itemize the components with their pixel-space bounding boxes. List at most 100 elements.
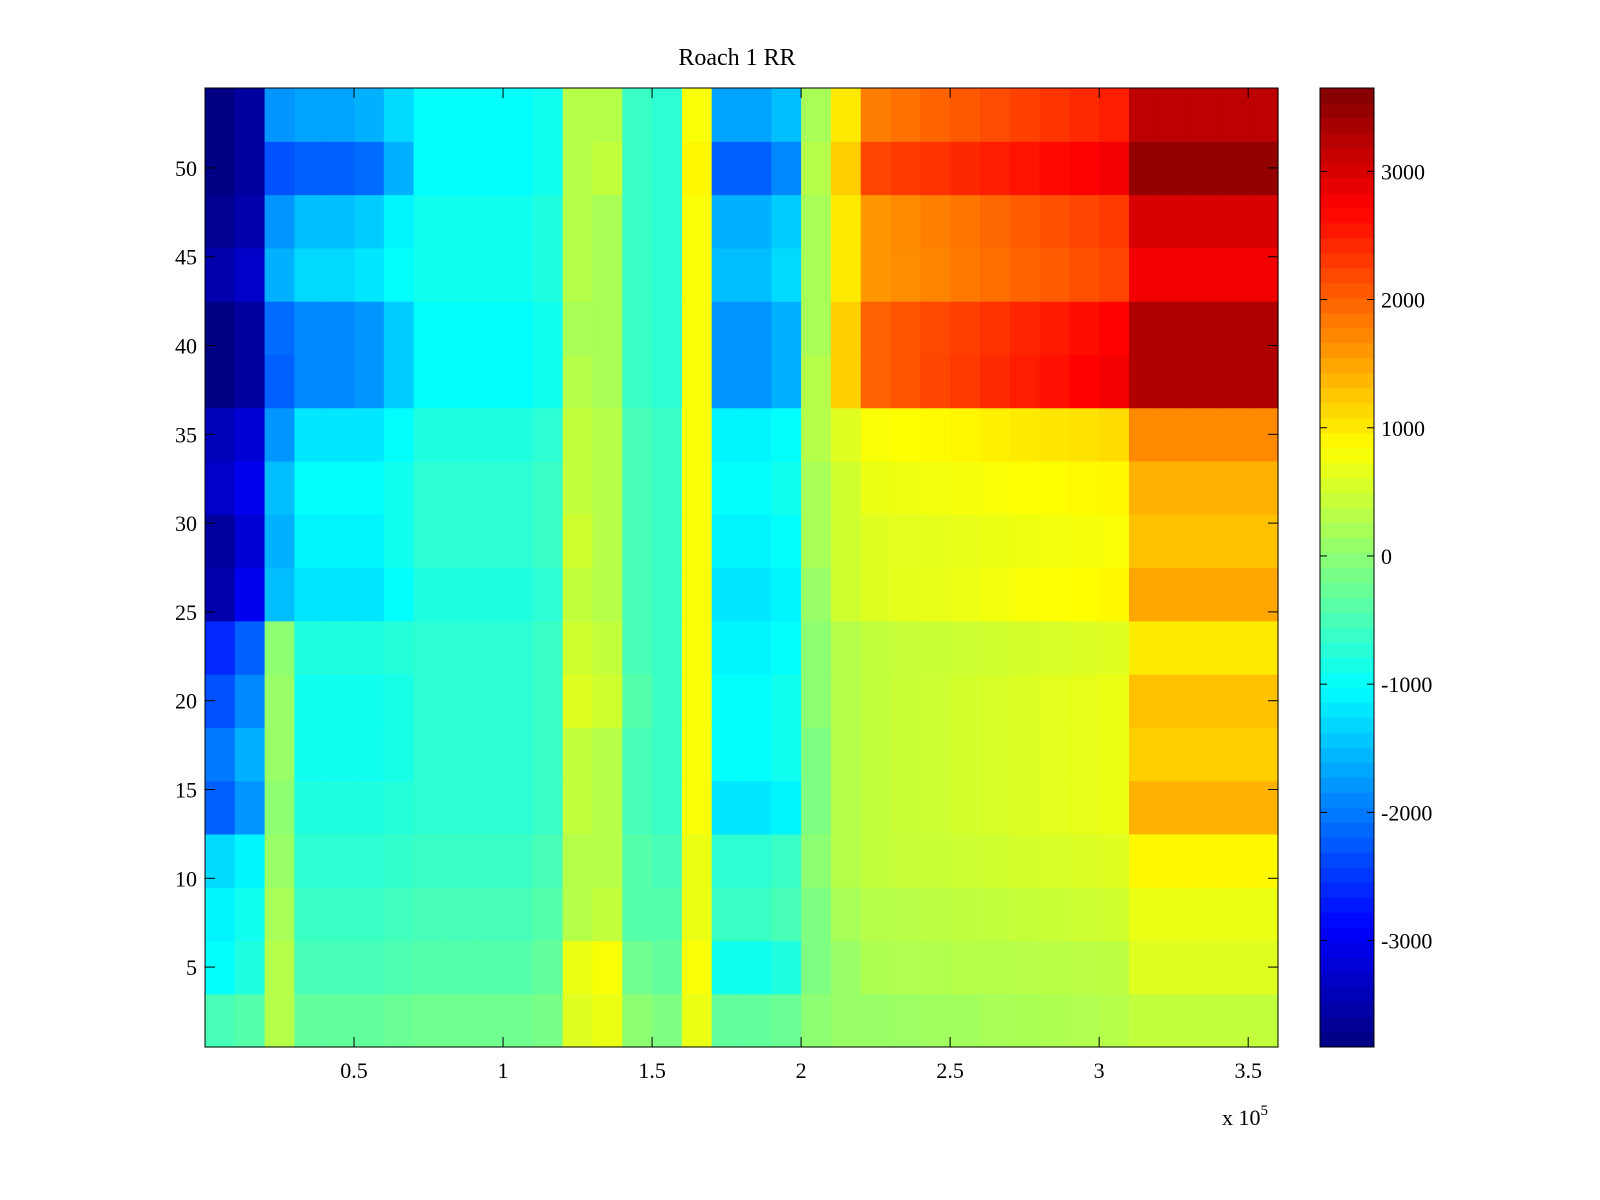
heatmap-cell — [264, 727, 296, 782]
heatmap-cell — [503, 940, 534, 995]
x-tick-label: 1 — [498, 1058, 509, 1083]
heatmap-cell — [532, 354, 564, 409]
heatmap-cell — [503, 887, 534, 942]
heatmap-cell — [801, 567, 832, 622]
colorbar-step — [1320, 1002, 1374, 1018]
heatmap-cell — [1128, 940, 1160, 995]
heatmap-cell — [503, 780, 534, 835]
heatmap-cell — [771, 887, 802, 942]
heatmap-cell — [1039, 887, 1070, 942]
heatmap-cell — [532, 141, 564, 196]
heatmap-cell — [562, 88, 594, 142]
heatmap-cell — [1248, 993, 1279, 1048]
heatmap-cell — [324, 567, 355, 622]
colorbar-step — [1320, 327, 1374, 344]
heatmap-cell — [205, 993, 236, 1048]
colorbar-step — [1320, 282, 1374, 299]
heatmap-cell — [354, 940, 385, 995]
heatmap-cell — [801, 301, 832, 355]
heatmap-cell — [354, 674, 385, 728]
heatmap-cell — [1069, 141, 1100, 196]
heatmap-cell — [652, 247, 683, 302]
heatmap-cell — [1009, 567, 1041, 622]
y-tick-label: 35 — [175, 422, 197, 447]
heatmap-cell — [234, 940, 266, 995]
heatmap-cell — [562, 514, 594, 569]
heatmap-cell — [205, 247, 236, 302]
heatmap-cell — [205, 514, 236, 569]
heatmap-cell — [622, 887, 653, 942]
heatmap-cell — [443, 88, 474, 142]
heatmap-cell — [622, 301, 653, 355]
heatmap-cell — [1099, 88, 1130, 142]
colorbar-step — [1320, 252, 1374, 269]
colorbar-tick-label: 2000 — [1381, 288, 1425, 313]
heatmap-cell — [354, 727, 385, 782]
heatmap-cell — [1188, 780, 1219, 835]
colorbar-step — [1320, 117, 1374, 134]
heatmap-cell — [1158, 407, 1190, 462]
heatmap-cell — [413, 620, 445, 675]
colorbar-step — [1320, 867, 1374, 883]
heatmap-cell — [562, 993, 594, 1048]
heatmap-cell — [920, 194, 951, 249]
heatmap-cell — [979, 514, 1011, 569]
heatmap-cell — [741, 620, 772, 675]
heatmap-cell — [801, 354, 832, 409]
heatmap-cell — [1099, 460, 1130, 515]
heatmap-cell — [413, 674, 445, 728]
heatmap-cell — [1218, 194, 1249, 249]
heatmap-cell — [830, 833, 862, 888]
heatmap-cell — [592, 354, 623, 409]
heatmap-cell — [1128, 674, 1160, 728]
heatmap-cell — [1069, 993, 1100, 1048]
heatmap-cell — [979, 194, 1011, 249]
heatmap-cell — [473, 514, 504, 569]
heatmap-cell — [979, 301, 1011, 355]
heatmap-cell — [950, 887, 981, 942]
heatmap-cell — [1218, 354, 1249, 409]
heatmap-cell — [1158, 940, 1190, 995]
heatmap-cell — [1128, 194, 1160, 249]
heatmap-cell — [890, 194, 921, 249]
heatmap-cell — [294, 780, 325, 835]
colorbar-step — [1320, 447, 1374, 464]
heatmap-cell — [741, 727, 772, 782]
heatmap-cell — [1099, 301, 1130, 355]
heatmap-cell — [413, 247, 445, 302]
heatmap-cell — [890, 301, 921, 355]
heatmap-cell — [264, 247, 296, 302]
colorbar-step — [1320, 687, 1374, 703]
heatmap-cell — [383, 247, 415, 302]
heatmap-cell — [413, 194, 445, 249]
heatmap-cell — [741, 141, 772, 196]
heatmap-cell — [443, 674, 474, 728]
colorbar-step — [1320, 957, 1374, 973]
colorbar-tick-label: -2000 — [1381, 800, 1432, 825]
heatmap-cell — [205, 301, 236, 355]
heatmap-cell — [771, 833, 802, 888]
heatmap-cell — [562, 833, 594, 888]
heatmap-cell — [503, 407, 534, 462]
heatmap-cell — [354, 887, 385, 942]
heatmap-cell — [1218, 514, 1249, 569]
colorbar-step — [1320, 717, 1374, 733]
heatmap-cell — [1009, 141, 1041, 196]
heatmap-cell — [413, 833, 445, 888]
colorbar-tick-label: 1000 — [1381, 416, 1425, 441]
heatmap-cell — [801, 887, 832, 942]
heatmap-cell — [860, 833, 892, 888]
heatmap-cell — [264, 833, 296, 888]
heatmap-cell — [860, 940, 892, 995]
heatmap-cell — [741, 194, 772, 249]
heatmap-cell — [264, 620, 296, 675]
heatmap-cell — [1069, 88, 1100, 142]
heatmap-cell — [592, 993, 623, 1048]
heatmap-cell — [532, 407, 564, 462]
heatmap-cell — [622, 780, 653, 835]
heatmap-cell — [264, 194, 296, 249]
heatmap-cell — [920, 514, 951, 569]
heatmap-cell — [860, 993, 892, 1048]
colorbar-step — [1320, 477, 1374, 494]
heatmap-cell — [592, 887, 623, 942]
